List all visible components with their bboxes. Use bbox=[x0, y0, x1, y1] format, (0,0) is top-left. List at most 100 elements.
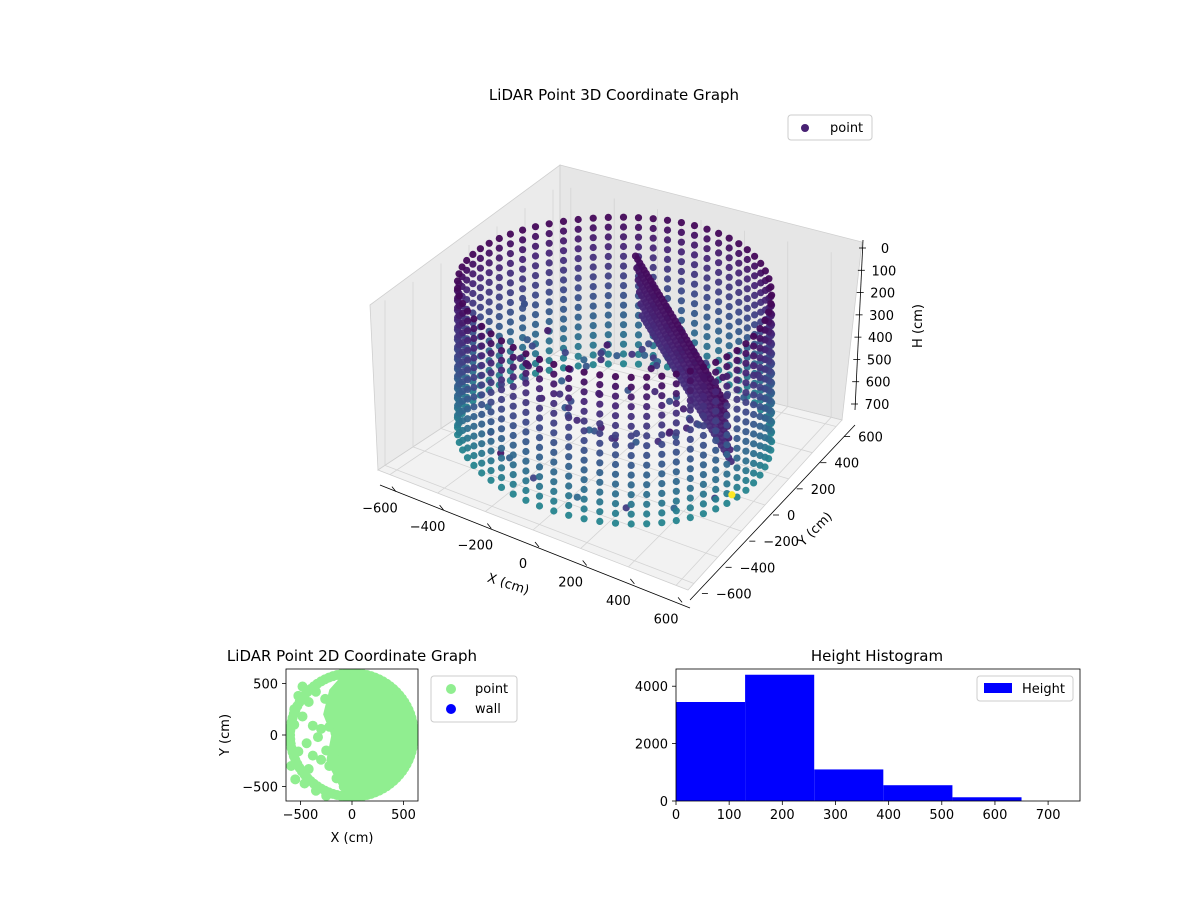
scatter-point bbox=[531, 320, 540, 328]
scatter-point bbox=[476, 313, 484, 321]
scatter-point bbox=[476, 293, 484, 302]
scatter-point bbox=[310, 785, 321, 796]
scatter-point bbox=[663, 246, 672, 254]
scatter-point bbox=[699, 461, 708, 469]
scatter-point bbox=[712, 417, 720, 425]
scatter-point bbox=[509, 490, 517, 498]
scatter-point bbox=[487, 437, 495, 445]
scatter-point bbox=[519, 314, 527, 322]
scatter-point bbox=[699, 471, 708, 479]
scatter-point bbox=[321, 790, 332, 801]
scatter-point bbox=[604, 360, 612, 368]
scatter-point bbox=[470, 422, 478, 430]
scatter-point bbox=[519, 255, 527, 264]
scatter-point bbox=[743, 285, 751, 293]
scatter-point bbox=[756, 334, 764, 342]
scatter-point bbox=[509, 422, 517, 430]
scatter-point bbox=[750, 352, 758, 360]
scatter-point bbox=[611, 480, 620, 488]
scatter-point bbox=[535, 385, 544, 393]
y-tick-label-2d: 0 bbox=[270, 729, 278, 744]
scatter-point bbox=[611, 402, 620, 410]
scatter-point bbox=[580, 397, 588, 406]
scatter-point bbox=[522, 359, 530, 368]
grid-line bbox=[675, 417, 832, 586]
scatter-point bbox=[658, 401, 666, 410]
scatter-point bbox=[506, 318, 514, 326]
scatter-point bbox=[743, 275, 751, 283]
scatter-point bbox=[643, 393, 651, 401]
scatter-point bbox=[509, 451, 517, 459]
scatter-point bbox=[509, 461, 517, 469]
scatter-point bbox=[589, 283, 597, 291]
scatter-outlier bbox=[520, 300, 529, 308]
scatter-point bbox=[604, 252, 612, 261]
scatter-point bbox=[690, 251, 699, 259]
scatter-point bbox=[712, 427, 720, 435]
scatter-point bbox=[559, 286, 568, 294]
scatter-point bbox=[604, 272, 612, 280]
scatter-point bbox=[658, 509, 666, 517]
scatter-point bbox=[596, 517, 604, 526]
scatter-point bbox=[580, 356, 588, 364]
scatter-point bbox=[723, 470, 731, 478]
scatter-point bbox=[522, 447, 530, 456]
scatter-point bbox=[735, 328, 743, 336]
scatter-point bbox=[596, 508, 604, 516]
x-tick-label-3d: −400 bbox=[410, 520, 446, 535]
scatter-point bbox=[699, 510, 708, 518]
scatter-point bbox=[559, 354, 568, 362]
scatter-point bbox=[550, 478, 558, 486]
scatter-point bbox=[535, 365, 544, 373]
scatter-point bbox=[751, 301, 759, 309]
scatter-point bbox=[478, 440, 486, 448]
scatter-point bbox=[756, 451, 764, 460]
scatter-point bbox=[596, 498, 604, 506]
scatter-point bbox=[485, 288, 493, 296]
scatter-point bbox=[574, 235, 582, 243]
scatter-point bbox=[723, 480, 731, 488]
scatter-point bbox=[742, 398, 750, 406]
scatter-point bbox=[574, 362, 582, 370]
scatter-point bbox=[686, 435, 694, 443]
scatter-point bbox=[742, 418, 750, 426]
scatter-point bbox=[712, 397, 720, 406]
scatter-point bbox=[495, 274, 503, 282]
scatter-point bbox=[619, 272, 628, 280]
scatter-point bbox=[627, 383, 635, 391]
scatter-point bbox=[297, 711, 308, 722]
scatter-point bbox=[589, 322, 597, 330]
scatter-point bbox=[535, 424, 544, 432]
scatter-point bbox=[574, 274, 582, 282]
scatter-point bbox=[519, 236, 527, 244]
scatter-point bbox=[574, 342, 582, 351]
scatter-point bbox=[619, 340, 628, 348]
scatter-point bbox=[453, 277, 462, 285]
scatter-point bbox=[699, 451, 708, 459]
scatter-point bbox=[509, 431, 517, 440]
scatter-point bbox=[690, 329, 699, 337]
scatter-point bbox=[470, 315, 478, 323]
scatter-point bbox=[603, 341, 611, 349]
y-tick-label-3d: −600 bbox=[716, 587, 752, 602]
scatter-point bbox=[470, 413, 478, 421]
scatter-point bbox=[703, 225, 711, 233]
z-tick-label-3d: 600 bbox=[866, 376, 891, 391]
scatter-point bbox=[751, 291, 759, 299]
scatter-point bbox=[506, 230, 514, 238]
scatter-point bbox=[509, 363, 517, 371]
scatter-point bbox=[565, 511, 573, 519]
scatter-point bbox=[643, 481, 651, 489]
scatter-point bbox=[596, 429, 604, 438]
x-tick-label-3d: 0 bbox=[519, 557, 527, 572]
scatter-point bbox=[743, 314, 751, 322]
histogram-legend-label: Height bbox=[1022, 682, 1065, 697]
scatter-point bbox=[495, 313, 503, 321]
scatter-point bbox=[589, 263, 597, 271]
scatter-point bbox=[643, 403, 651, 411]
scatter-point bbox=[589, 253, 597, 261]
scatter-point bbox=[550, 497, 558, 505]
scatter-point bbox=[487, 340, 495, 348]
scatter-point bbox=[580, 388, 588, 396]
scatter-point bbox=[645, 340, 653, 348]
